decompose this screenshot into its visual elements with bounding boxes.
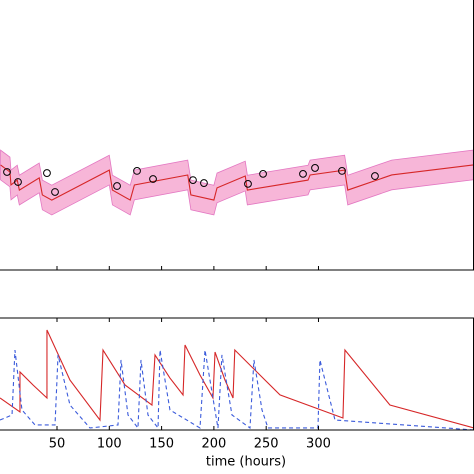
observation bbox=[338, 167, 346, 175]
observation bbox=[371, 172, 379, 180]
data-line bbox=[0, 349, 474, 431]
x-axis-label: time (hours) bbox=[206, 455, 286, 470]
observation bbox=[133, 167, 141, 175]
observation bbox=[259, 169, 267, 178]
x-tick-label: 50 bbox=[49, 437, 66, 452]
observation bbox=[244, 179, 252, 188]
x-tick-label: 300 bbox=[306, 437, 331, 452]
observation bbox=[3, 168, 11, 176]
data-line bbox=[0, 329, 474, 429]
observation bbox=[189, 176, 197, 184]
x-tick-label: 200 bbox=[201, 437, 226, 452]
x-tick-label: 250 bbox=[254, 437, 279, 452]
observation bbox=[14, 178, 22, 186]
x-tick-label: 100 bbox=[97, 437, 122, 452]
observation bbox=[113, 182, 121, 190]
observation bbox=[149, 175, 157, 183]
observation bbox=[311, 164, 319, 172]
data-line bbox=[0, 164, 474, 201]
observation bbox=[299, 169, 307, 178]
observation bbox=[43, 169, 51, 177]
x-tick-label: 150 bbox=[149, 437, 174, 452]
observation bbox=[200, 179, 208, 187]
observation bbox=[51, 188, 59, 196]
